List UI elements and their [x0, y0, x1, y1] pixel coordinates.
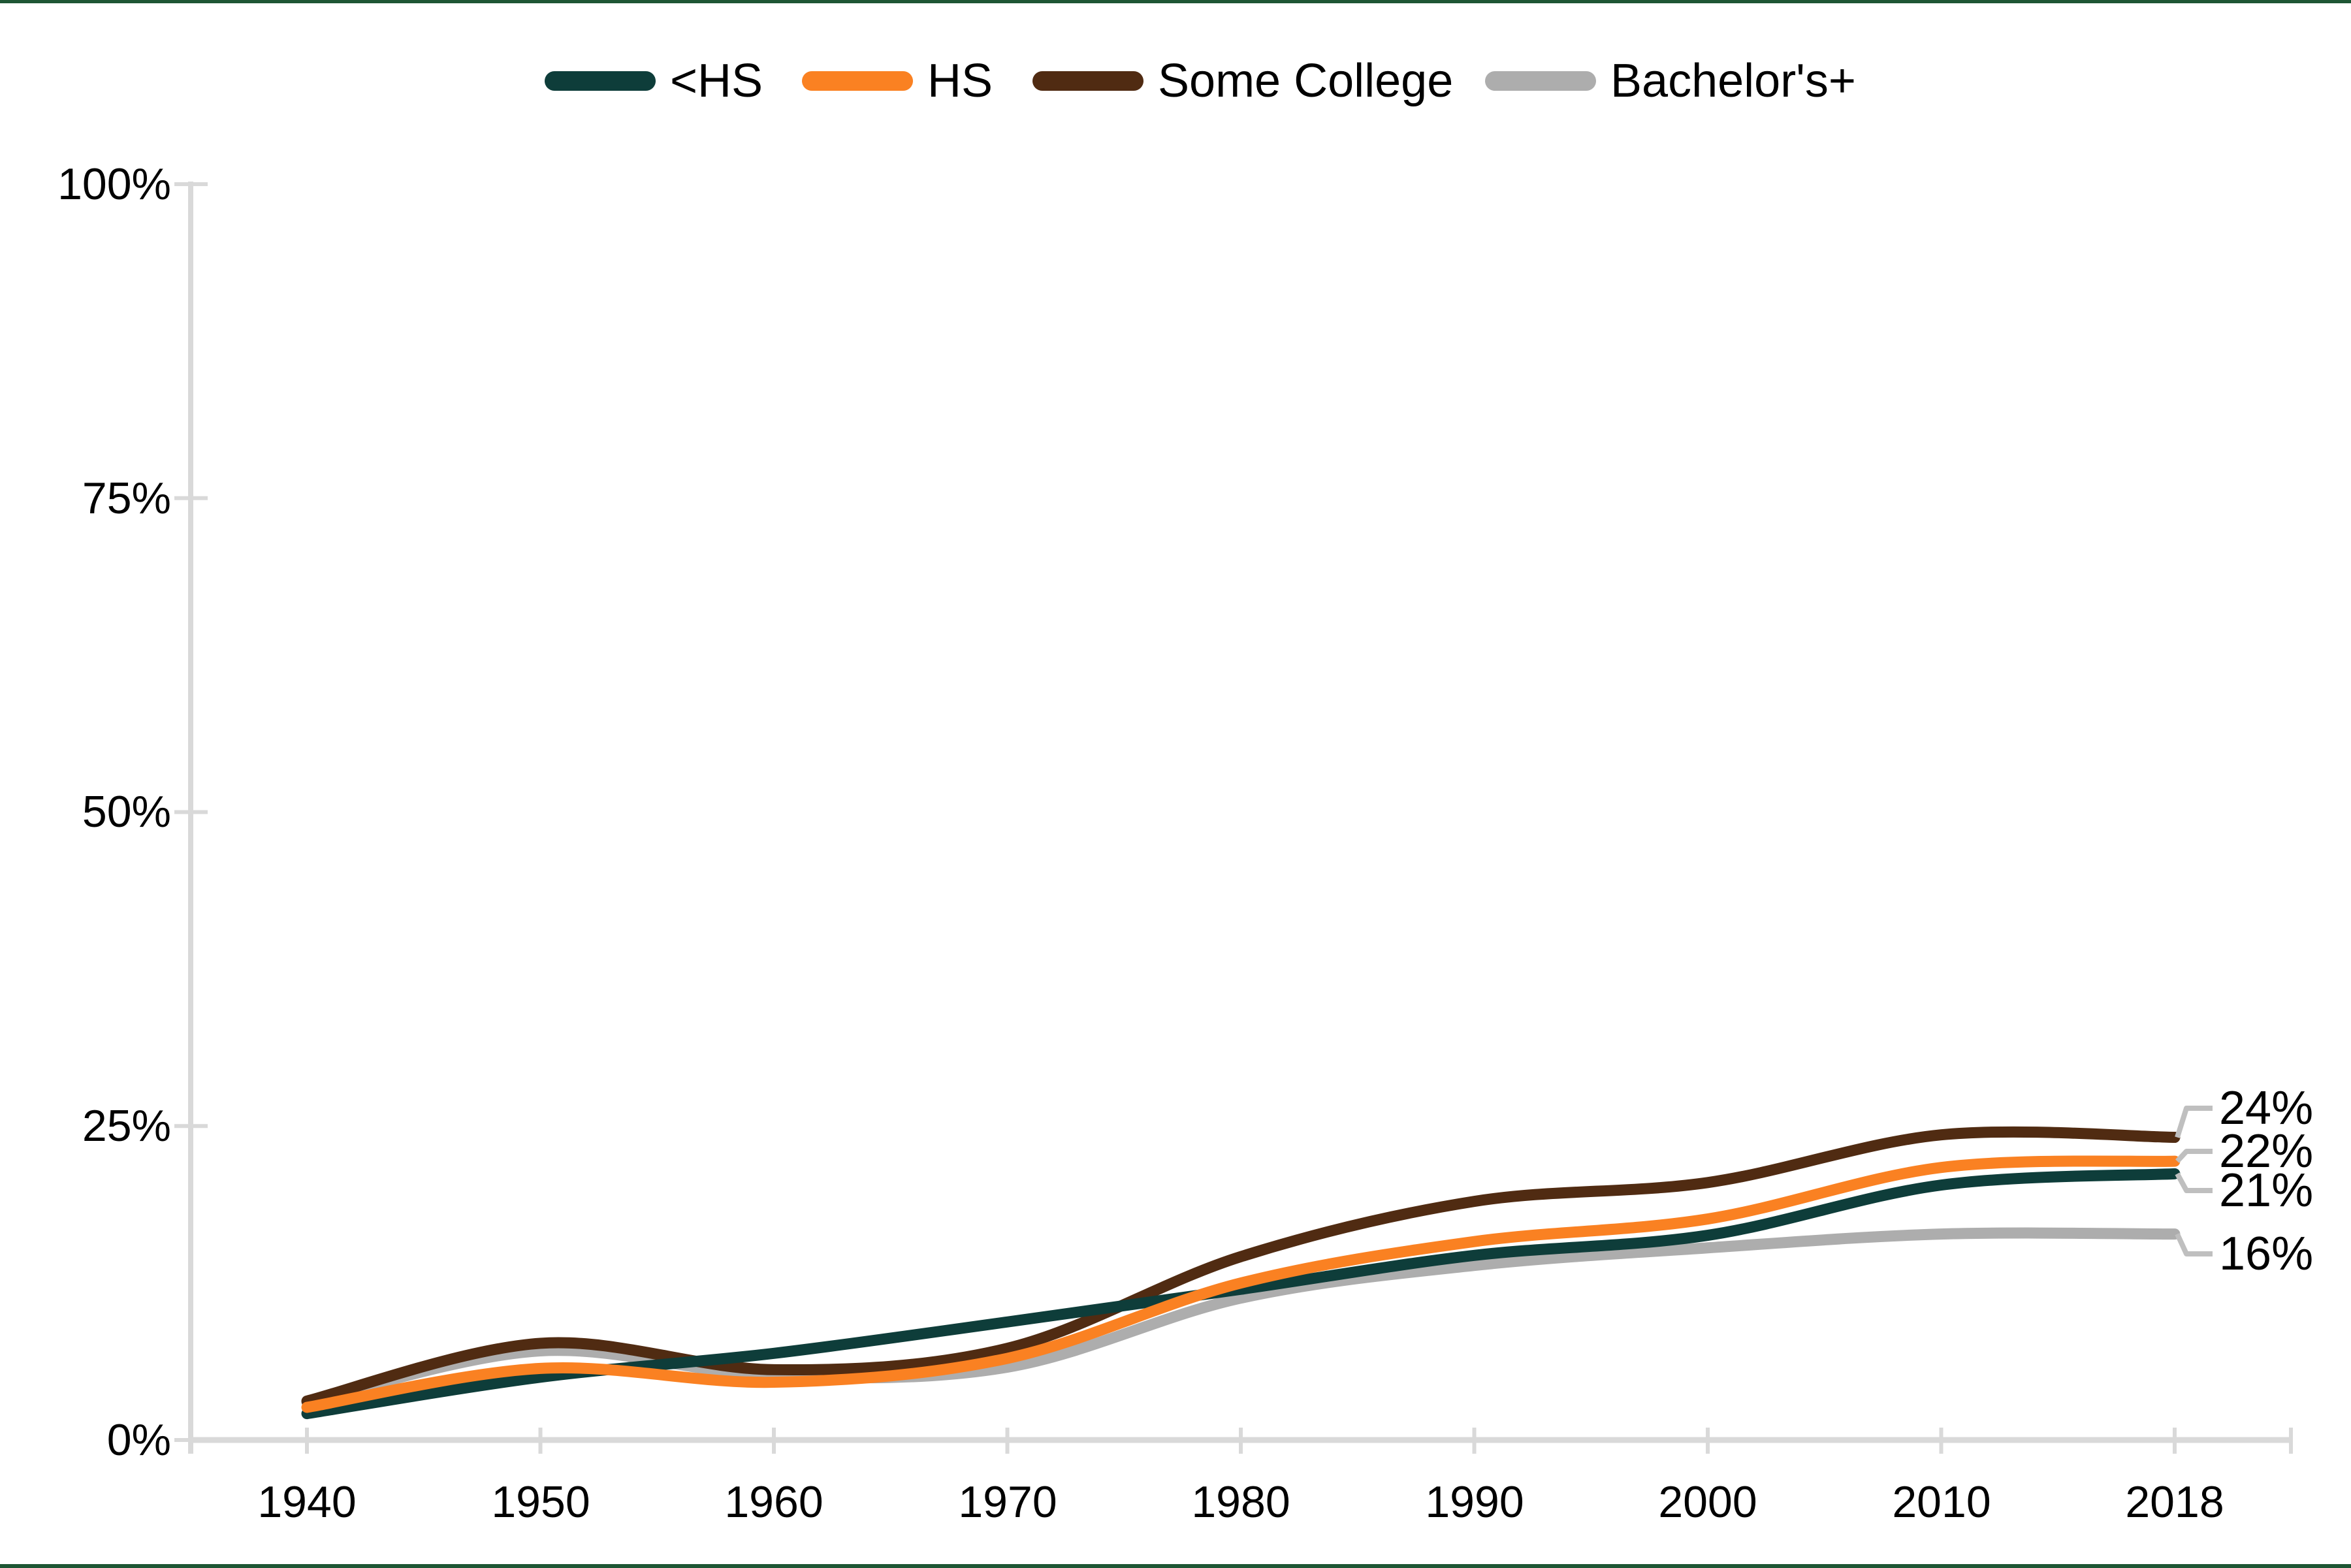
y-tick-label-50: 50%	[82, 787, 171, 837]
end-label-bachelors-plus: 16%	[2219, 1228, 2314, 1280]
axes	[188, 182, 2291, 1454]
leader-line	[2175, 1232, 2213, 1256]
legend-swatch-bachelors-plus	[1485, 71, 1596, 91]
line-bachelors-plus	[301, 1227, 2181, 1408]
leader-line	[2175, 1149, 2213, 1163]
legend-swatch-less-than-hs	[545, 71, 656, 91]
x-tick-label-1960: 1960	[724, 1477, 824, 1527]
y-axis-ticks	[174, 182, 208, 1442]
legend-item-some-college: Some College	[1032, 55, 1454, 107]
top-border-line	[0, 0, 2351, 3]
legend-item-bachelors-plus: Bachelor's+	[1485, 55, 1856, 107]
bottom-border-line	[0, 1564, 2351, 1568]
legend-label-some-college: Some College	[1158, 55, 1454, 107]
x-axis-ticks	[305, 1428, 2293, 1454]
line-less-than-hs	[301, 1168, 2181, 1420]
y-tick-label-75: 75%	[82, 473, 171, 523]
legend-label-hs: HS	[927, 55, 993, 107]
y-tick-label-25: 25%	[82, 1101, 171, 1151]
line-hs	[301, 1155, 2181, 1413]
line-some-college	[301, 1126, 2181, 1407]
legend-label-less-than-hs: <HS	[670, 55, 763, 107]
x-tick-label-2018: 2018	[2125, 1477, 2224, 1527]
leader-line	[2175, 1106, 2213, 1138]
x-tick-label-2000: 2000	[1658, 1477, 1757, 1527]
legend-item-hs: HS	[802, 55, 993, 107]
end-label-leader-lines	[2175, 1106, 2213, 1256]
end-label-some-college: 24%	[2219, 1082, 2314, 1134]
x-tick-label-1990: 1990	[1425, 1477, 1524, 1527]
x-tick-label-2010: 2010	[1892, 1477, 1991, 1527]
x-tick-label-1980: 1980	[1191, 1477, 1290, 1527]
legend: <HS HS Some College Bachelor's+	[0, 55, 2351, 107]
leader-line	[2175, 1172, 2213, 1193]
legend-swatch-hs	[802, 71, 913, 91]
legend-swatch-some-college	[1032, 71, 1144, 91]
end-label-hs: 22%	[2219, 1125, 2314, 1177]
legend-item-less-than-hs: <HS	[545, 55, 763, 107]
y-tick-label-100: 100%	[57, 159, 171, 209]
x-tick-label-1950: 1950	[491, 1477, 590, 1527]
data-series-lines	[301, 1126, 2181, 1420]
y-tick-label-0: 0%	[106, 1415, 171, 1465]
x-tick-label-1940: 1940	[257, 1477, 357, 1527]
end-label-less-than-hs: 21%	[2219, 1164, 2314, 1217]
legend-label-bachelors-plus: Bachelor's+	[1610, 55, 1856, 107]
x-tick-label-1970: 1970	[958, 1477, 1057, 1527]
